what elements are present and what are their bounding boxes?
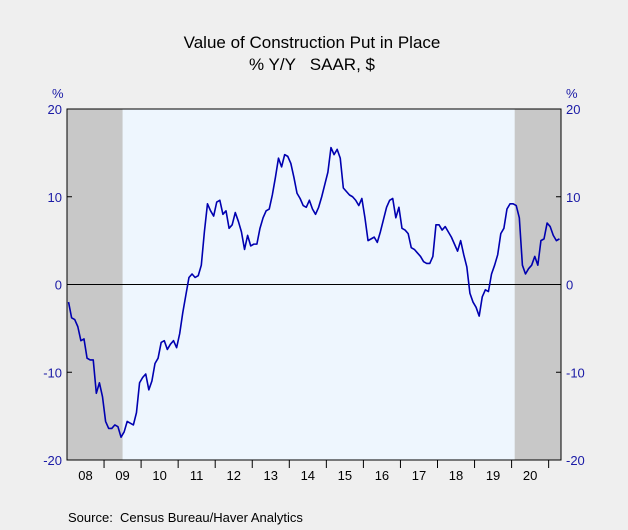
x-tick-label: 16	[375, 468, 389, 483]
y-unit-left: %	[52, 86, 64, 101]
x-tick-label: 17	[412, 468, 426, 483]
x-tick-label: 19	[486, 468, 500, 483]
y-tick-label-left: 0	[55, 278, 62, 293]
y-tick-label-right: 10	[566, 190, 580, 205]
x-tick-label: 09	[115, 468, 129, 483]
plot-border	[66, 108, 562, 461]
x-tick-label: 11	[190, 468, 204, 483]
y-tick-label-left: 20	[48, 102, 62, 117]
chart-title: Value of Construction Put in Place	[184, 33, 441, 52]
y-tick-label-right: 20	[566, 102, 580, 117]
x-tick-label: 08	[78, 468, 92, 483]
source-note: Source: Census Bureau/Haver Analytics	[68, 510, 303, 525]
x-tick-label: 14	[301, 468, 315, 483]
series-line-construction	[67, 146, 560, 438]
x-tick-label: 15	[338, 468, 352, 483]
y-tick-label-left: 10	[48, 190, 62, 205]
x-tick-label: 20	[523, 468, 537, 483]
y-tick-label-left: -10	[43, 365, 62, 380]
y-axis-ticks: -20 -20 -10 -10 0 0 10 10 20 20	[43, 102, 585, 468]
y-tick-label-right: -20	[566, 453, 585, 468]
y-tick-label-right: 0	[566, 278, 573, 293]
x-tick-label: 13	[264, 468, 278, 483]
y-tick-label-left: -20	[43, 453, 62, 468]
x-tick-label: 12	[226, 468, 240, 483]
y-tick-label-right: -10	[566, 365, 585, 380]
x-tick-label: 10	[152, 468, 166, 483]
chart-subtitle: % Y/Y SAAR, $	[249, 55, 376, 74]
x-axis-ticks: 08 09 10 11 12 13 14 15 16 17 18 19 20	[78, 460, 550, 483]
x-tick-label: 18	[449, 468, 463, 483]
y-unit-right: %	[566, 86, 578, 101]
